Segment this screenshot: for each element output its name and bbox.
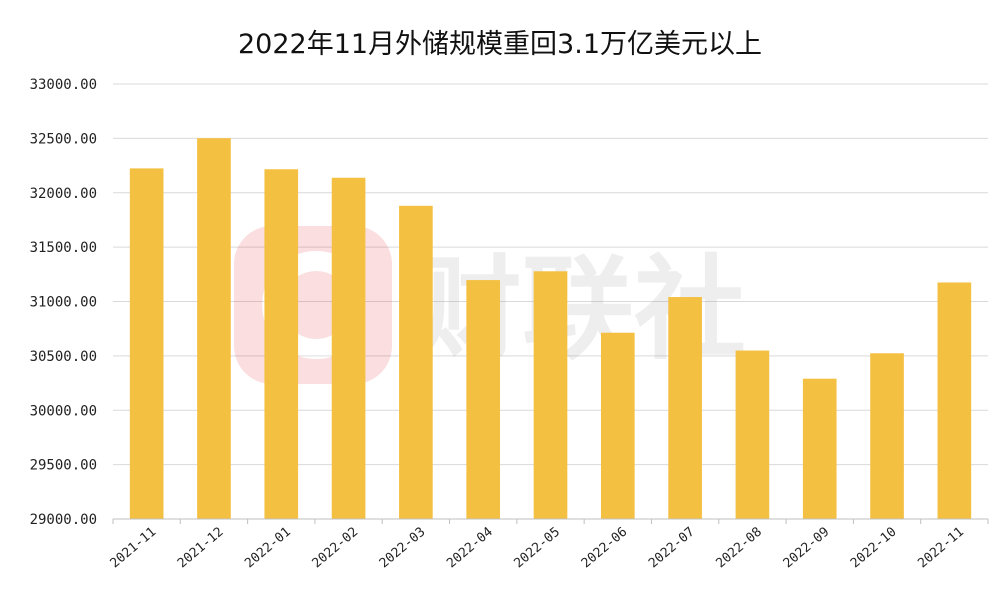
bar-2022-08 — [735, 350, 770, 519]
y-tick-label: 30500.00 — [30, 349, 97, 365]
bars — [129, 138, 972, 520]
y-tick-label: 30000.00 — [30, 403, 97, 419]
bar-2022-02 — [331, 177, 366, 519]
bar-2021-11 — [129, 168, 164, 519]
x-tick-label: 2022-11 — [915, 525, 967, 572]
x-axis-ticks: 2021-11 2021-12 2022-01 2022-02 2022-03 2022-… — [108, 519, 989, 572]
x-tick-label: 2022-03 — [377, 525, 429, 572]
x-tick-label: 2022-06 — [579, 525, 631, 572]
y-tick-label: 32500.00 — [30, 131, 97, 147]
cailianshe-logo-icon — [234, 226, 392, 384]
x-tick-label: 2021-11 — [108, 525, 160, 572]
bar-2022-07 — [668, 297, 702, 519]
x-tick-label: 2022-04 — [444, 524, 496, 571]
y-tick-label: 29000.00 — [30, 512, 97, 528]
y-axis-ticks: 29000.00 29500.00 30000.00 30500.00 31000.00… — [30, 77, 97, 528]
x-tick-label: 2021-12 — [175, 525, 227, 572]
bar-2021-12 — [197, 138, 231, 519]
bar-2022-11 — [937, 282, 972, 519]
x-tick-label: 2022-10 — [848, 525, 900, 572]
bar-2022-04 — [466, 280, 501, 519]
x-tick-label: 2022-09 — [781, 525, 833, 572]
y-tick-label: 29500.00 — [30, 458, 97, 474]
y-tick-label: 33000.00 — [30, 77, 97, 93]
y-tick-label: 31500.00 — [30, 240, 97, 256]
bar-2022-10 — [870, 353, 904, 519]
x-tick-label: 2022-08 — [713, 525, 765, 572]
x-tick-label: 2022-05 — [511, 525, 563, 572]
y-tick-label: 32000.00 — [30, 186, 97, 202]
bar-2022-05 — [533, 271, 568, 519]
bar-2022-06 — [600, 332, 635, 519]
x-tick-label: 2022-07 — [646, 525, 698, 572]
x-tick-label: 2022-02 — [310, 525, 362, 572]
bar-2022-09 — [802, 378, 837, 519]
y-tick-label: 31000.00 — [30, 295, 97, 311]
x-tick-label: 2022-01 — [242, 525, 294, 572]
bar-2022-01 — [264, 169, 299, 519]
bar-2022-03 — [399, 205, 433, 520]
chart-title: 2022年11月外储规模重回3.1万亿美元以上 — [237, 29, 762, 60]
